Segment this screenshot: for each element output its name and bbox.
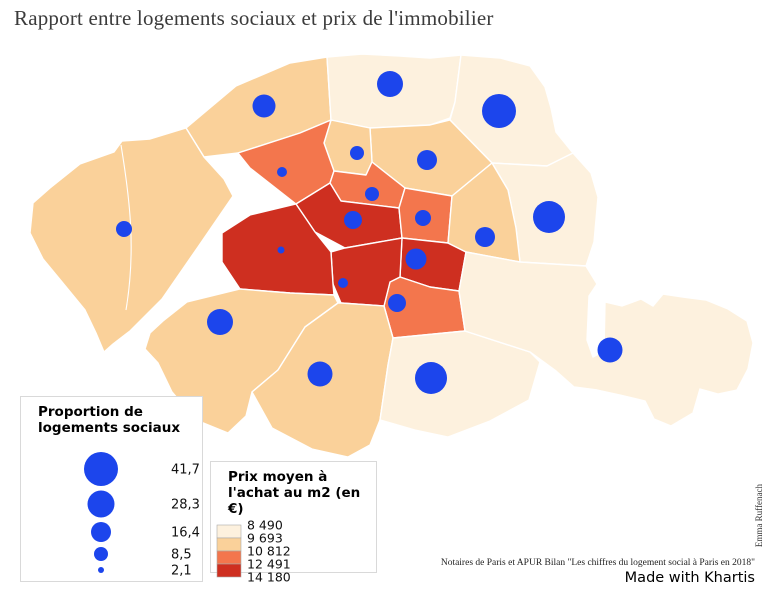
legend-symbol-circle (84, 451, 118, 486)
map-symbol-18e (377, 71, 403, 97)
map-symbol-8e (277, 167, 287, 177)
map-symbol-13e (415, 362, 447, 394)
map-symbol-17e (252, 94, 276, 118)
map-symbol-15e (207, 309, 233, 335)
map-symbol-3e (415, 210, 431, 226)
map-symbol-2e (365, 187, 379, 201)
map-symbol-6e (338, 278, 348, 288)
legend-symbol-value: 2,1 (171, 563, 192, 578)
legend-proportional-symbols: Proportion de logements sociaux 41,7 28,3… (20, 396, 203, 582)
made-with-khartis: Made with Khartis (624, 570, 755, 586)
legend-symbol-circle (94, 546, 108, 561)
map-region-11e (447, 162, 521, 263)
legend-symbol-circle (98, 566, 104, 573)
map-symbol-4e (405, 248, 427, 270)
legend-choro-break: 10 812 (247, 543, 291, 558)
map-title: Rapport entre logements sociaux et prix … (14, 6, 494, 30)
legend-symbol-value: 28,3 (171, 497, 200, 512)
legend-choro-swatch (216, 524, 242, 539)
legend-choro-swatch (216, 537, 242, 552)
map-symbol-1er (344, 211, 362, 229)
legend-choro-swatch (216, 550, 242, 565)
map-symbol-10e (417, 150, 437, 170)
map-symbol-16e (116, 221, 132, 237)
legend-symbol-value: 8,5 (171, 547, 192, 562)
legend-choro-break: 8 490 (247, 518, 283, 533)
legend-choropleth: Prix moyen à l'achat au m2 (en €) 8 490 9… (210, 461, 377, 584)
legend-choropleth-title: Prix moyen à l'achat au m2 (en €) (228, 469, 361, 517)
legend-symbols-scale: 41,7 28,3 16,4 8,52,1 (84, 451, 200, 578)
map-symbol-12e (597, 337, 623, 363)
map-symbol-14e (307, 361, 333, 387)
legend-choro-break: 12 491 (247, 556, 291, 571)
legend-symbol-circle (87, 490, 115, 518)
source-credit: Notaires de Paris et APUR Bilan "Les chi… (440, 558, 755, 568)
map-symbol-5e (388, 294, 406, 312)
author-credit: Emma Ruffenach (754, 484, 764, 548)
legend-choro-break: 9 693 (247, 530, 283, 545)
map-symbol-7e (277, 246, 285, 254)
map-symbol-9e (350, 146, 364, 160)
legend-symbol-circle (91, 521, 111, 542)
map-region-6e (330, 237, 403, 307)
legend-symbol-value: 41,7 (171, 462, 200, 477)
map-symbol-19e (482, 94, 516, 128)
legend-choro-swatch (216, 563, 242, 578)
legend-symbol-value: 16,4 (171, 525, 200, 540)
legend-choro-break: 14 180 (247, 569, 291, 584)
legend-symbols-title: Proportion de logements sociaux (38, 404, 181, 436)
map-symbol-11e (475, 227, 495, 247)
map-symbol-20e (533, 201, 565, 233)
